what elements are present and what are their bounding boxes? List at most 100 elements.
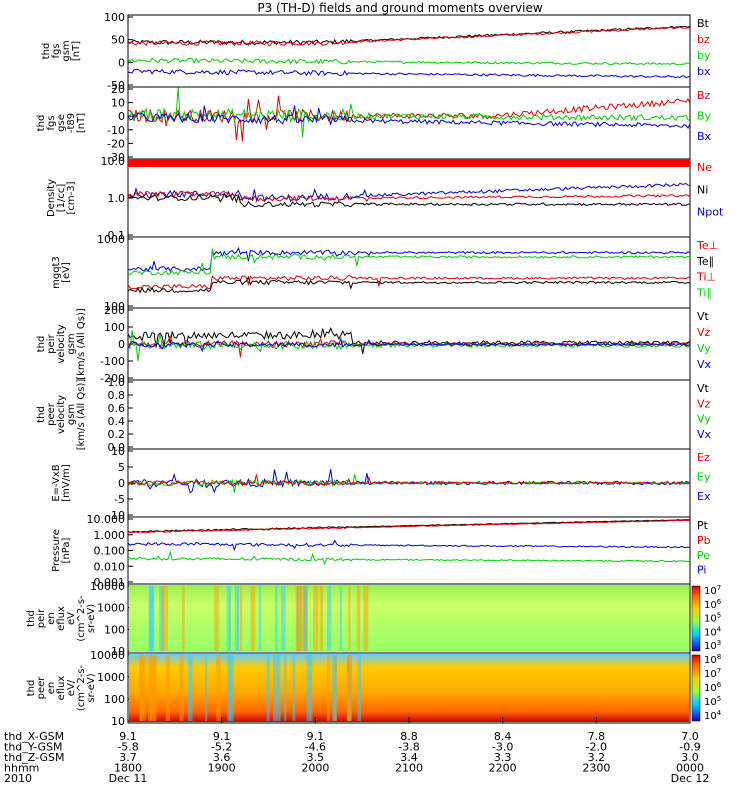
colorbar-exponent: 6 bbox=[717, 681, 722, 689]
spectrogram-streak bbox=[363, 586, 369, 651]
colorbar-label: 104 bbox=[704, 625, 722, 638]
legend-ti∥: Ti∥ bbox=[696, 286, 712, 299]
x-tick-label: 3.7 bbox=[119, 751, 137, 764]
legend-bz: Bz bbox=[697, 89, 711, 102]
spectrogram-streak bbox=[258, 586, 262, 651]
y-tick-label: 5 bbox=[118, 461, 125, 474]
y-tick-label: 1.0 bbox=[108, 192, 126, 205]
x-tick-label: -5.8 bbox=[117, 741, 138, 754]
y-tick-label: 10.0 bbox=[101, 155, 126, 168]
spectrogram-streak bbox=[339, 586, 343, 651]
y-axis-label: velocity bbox=[56, 395, 67, 434]
y-tick-label: 1000 bbox=[97, 233, 125, 246]
x-row-label: 2010 bbox=[4, 772, 32, 785]
colorbar bbox=[691, 654, 701, 722]
y-tick-label: 100 bbox=[104, 693, 125, 706]
spectrogram-streak bbox=[228, 586, 232, 651]
y-axis-label: eV bbox=[66, 612, 77, 625]
legend-bx: bx bbox=[697, 65, 711, 78]
y-tick-label: 0.1 bbox=[108, 229, 126, 242]
spectrogram-streak bbox=[333, 655, 337, 721]
legend-pt: Pt bbox=[697, 519, 709, 532]
panel-peer-eflux: 10000 1000 100 10 thd peer en eflux eV/(cm^2-s-s… bbox=[26, 649, 691, 728]
spectrogram-streak bbox=[227, 655, 232, 721]
plot-title: P3 (TH-D) fields and ground moments over… bbox=[257, 1, 542, 15]
spectrogram-streak bbox=[295, 586, 299, 651]
y-tick-label: 10 bbox=[111, 97, 125, 110]
x-tick-label: 7.8 bbox=[588, 730, 606, 743]
legend-ex: Ex bbox=[697, 490, 711, 503]
y-tick-label: 1000 bbox=[97, 671, 125, 684]
series-trace bbox=[127, 192, 691, 208]
y-axis-label: [mV/m] bbox=[61, 464, 72, 502]
y-axis-label: eflux bbox=[56, 606, 67, 631]
y-tick-label: 20 bbox=[111, 83, 125, 96]
y-tick-label: 0.4 bbox=[108, 415, 126, 428]
x-tick-label: 1800 bbox=[114, 762, 142, 775]
y-tick-label: 10.000 bbox=[87, 513, 126, 526]
spectrogram-streak bbox=[357, 655, 362, 721]
panel-frame bbox=[127, 379, 691, 450]
spectrogram-streak bbox=[306, 655, 311, 721]
legend-ez: Ez bbox=[697, 451, 710, 464]
spectrogram-streak bbox=[356, 586, 361, 651]
series-trace bbox=[127, 275, 691, 294]
series-trace bbox=[127, 274, 691, 290]
spectrogram-streak bbox=[274, 586, 278, 651]
series-trace bbox=[127, 550, 690, 566]
spectrogram-streak bbox=[235, 586, 239, 651]
y-axis-label: sr-eV) bbox=[86, 604, 97, 633]
y-axis-label: Pressure bbox=[51, 529, 62, 572]
y-tick-label: 1000 bbox=[97, 602, 125, 615]
x-tick-label: 9.1 bbox=[213, 730, 231, 743]
y-axis-label: thd bbox=[36, 115, 47, 132]
legend-te∥: Te∥ bbox=[696, 255, 714, 268]
x-tick-label: 2100 bbox=[395, 762, 423, 775]
y-tick-label: 1.0 bbox=[108, 376, 126, 389]
y-tick-label: -30 bbox=[107, 151, 125, 164]
y-axis-label: [1/cc] bbox=[56, 184, 67, 213]
colorbar-label: 107 bbox=[704, 584, 721, 597]
legend-by: by bbox=[697, 49, 711, 62]
spectrogram-streak bbox=[139, 655, 144, 721]
spectrogram-streak bbox=[276, 655, 281, 721]
y-axis-label: mgqt3 bbox=[51, 256, 62, 289]
spectrogram-streak bbox=[303, 586, 308, 651]
spectrogram bbox=[129, 654, 689, 722]
legend-by: By bbox=[697, 110, 712, 123]
y-tick-label: 0.010 bbox=[94, 560, 126, 573]
legend-npot: Npot bbox=[697, 206, 724, 219]
x-tick-label: 2300 bbox=[582, 762, 610, 775]
y-axis-label: [eV] bbox=[61, 262, 72, 283]
y-tick-label: 50 bbox=[111, 34, 125, 47]
x-tick-label: 9.1 bbox=[307, 730, 325, 743]
panel-frame bbox=[127, 516, 691, 585]
spectrogram-streak bbox=[205, 655, 208, 721]
spectrogram-streak bbox=[292, 655, 296, 721]
legend-bz: bz bbox=[697, 33, 710, 46]
series-trace bbox=[127, 248, 691, 276]
y-tick-label: 100 bbox=[104, 11, 125, 24]
y-axis-label: velocity bbox=[56, 324, 67, 363]
series-trace bbox=[127, 182, 691, 203]
legend-bt: Bt bbox=[697, 17, 710, 30]
series-trace bbox=[127, 474, 691, 487]
y-tick-label: 0.100 bbox=[94, 545, 126, 558]
panel-frame bbox=[127, 14, 691, 88]
colorbar-label: 106 bbox=[704, 598, 722, 611]
series-trace bbox=[127, 95, 691, 142]
y-axis-label: en bbox=[46, 682, 57, 695]
y-axis-label: sr-eV) bbox=[86, 673, 97, 702]
colorbar-label: 105 bbox=[704, 695, 721, 708]
y-axis-label: [km/s (All Qs)] bbox=[76, 379, 87, 451]
y-axis-label: peer bbox=[36, 676, 47, 700]
y-tick-label: 0 bbox=[118, 110, 125, 123]
colorbar-label: 108 bbox=[704, 653, 721, 666]
spectrogram-streak bbox=[284, 655, 287, 721]
x-tick-label: 1900 bbox=[208, 762, 236, 775]
legend-vy: Vy bbox=[697, 413, 711, 426]
spectrogram-streak bbox=[301, 586, 305, 651]
spectrogram-streak bbox=[143, 655, 147, 721]
spectrogram-streak bbox=[229, 655, 234, 721]
